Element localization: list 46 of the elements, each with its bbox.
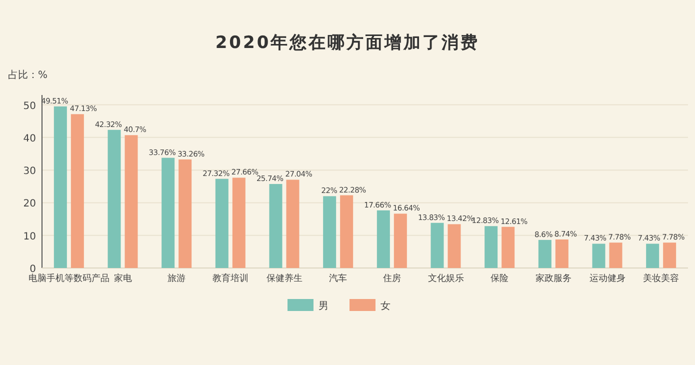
bar	[430, 222, 444, 268]
x-tick-label: 住房	[382, 273, 401, 284]
bar	[162, 158, 175, 268]
x-tick-label: 文化娱乐	[428, 273, 464, 284]
x-tick-label: 汽车	[329, 273, 348, 284]
y-tick-label: 30	[23, 166, 36, 178]
x-tick-label: 保健养生	[266, 273, 302, 284]
bar	[502, 226, 515, 268]
y-tick-label: 40	[23, 133, 36, 144]
bar	[555, 239, 568, 268]
x-tick-label: 旅游	[168, 273, 186, 284]
y-tick-label: 10	[23, 231, 36, 242]
x-tick-label: 家电	[114, 273, 132, 284]
bar	[323, 196, 336, 268]
x-tick-label: 电脑手机等数码产品	[28, 273, 110, 284]
bar	[592, 244, 606, 268]
bar	[609, 242, 622, 268]
x-tick-label: 家政服务	[535, 273, 572, 284]
y-tick-label: 50	[23, 100, 36, 112]
x-tick-label: 美妆美容	[643, 273, 680, 284]
bar	[178, 159, 192, 268]
x-tick-label: 保险	[490, 273, 509, 284]
bar	[663, 242, 676, 268]
chart-title: 2020年您在哪方面增加了消费	[215, 33, 480, 53]
bar	[646, 244, 660, 268]
bar	[376, 210, 390, 268]
bar	[538, 240, 552, 268]
bar	[394, 214, 407, 268]
bar	[232, 178, 246, 268]
y-tick-label: 20	[23, 198, 36, 210]
bar	[286, 180, 300, 268]
x-tick-label: 运动健身	[589, 273, 626, 284]
bar	[484, 226, 498, 268]
bar	[124, 135, 138, 268]
bar	[54, 106, 67, 268]
bar	[108, 130, 121, 268]
y-tick-label: 0	[30, 264, 36, 275]
bar	[215, 178, 228, 268]
bar	[448, 224, 461, 268]
bar	[269, 184, 282, 268]
x-tick-label: 教育培训	[212, 273, 248, 284]
bar	[340, 195, 354, 268]
legend-label: 男	[318, 301, 328, 312]
y-axis-title: 占比：%	[8, 69, 48, 81]
bar	[70, 114, 84, 268]
legend-label: 女	[380, 300, 390, 312]
